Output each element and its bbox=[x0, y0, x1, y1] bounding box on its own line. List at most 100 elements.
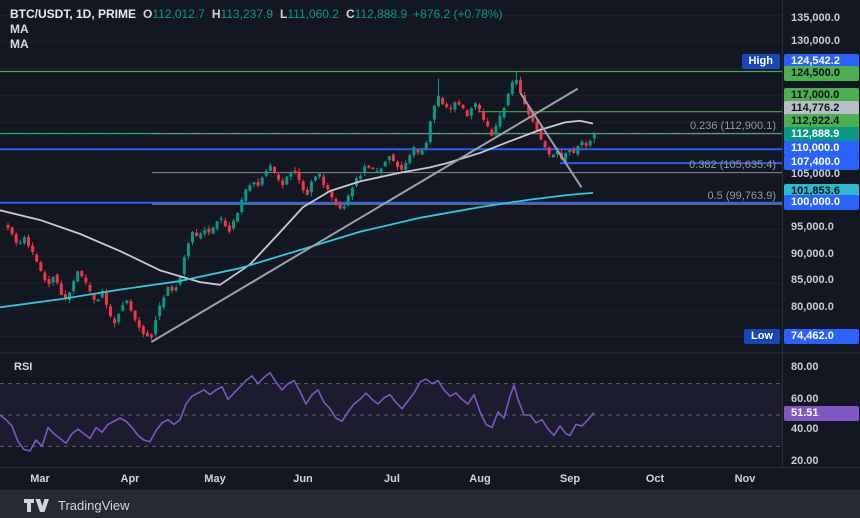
candle-body bbox=[31, 245, 35, 252]
candle-body bbox=[527, 106, 531, 115]
candle-body bbox=[80, 271, 84, 277]
candle-body bbox=[379, 168, 383, 173]
price-axis-label-51.51: 51.51 bbox=[784, 406, 859, 421]
candle-body bbox=[457, 101, 461, 105]
ma-indicator-label-2[interactable]: MA bbox=[10, 37, 29, 51]
candle-body bbox=[14, 234, 18, 243]
close-key: C bbox=[345, 7, 355, 21]
month-label-mar: Mar bbox=[30, 473, 50, 485]
candle-body bbox=[535, 121, 539, 130]
candle-body bbox=[400, 164, 404, 170]
candle-body bbox=[318, 173, 322, 177]
high-marker-tag: High bbox=[741, 54, 780, 69]
price-axis-label-20.00: 20.00 bbox=[791, 455, 819, 467]
candle-body bbox=[256, 182, 260, 186]
tradingview-logo-icon[interactable] bbox=[24, 498, 50, 512]
time-axis[interactable]: Mar Apr May Jun Jul Aug Sep Oct Nov bbox=[0, 467, 860, 491]
candle-body bbox=[113, 318, 117, 324]
month-label-oct: Oct bbox=[645, 473, 665, 485]
rsi-indicator-label[interactable]: RSI bbox=[14, 361, 33, 373]
rsi-band bbox=[0, 383, 782, 447]
candle-body bbox=[519, 80, 522, 94]
candle-body bbox=[207, 228, 211, 233]
candle-body bbox=[285, 176, 289, 185]
candle-body bbox=[145, 332, 149, 337]
candle-body bbox=[326, 185, 330, 190]
chart-legend[interactable]: BTC/USDT, 1D, PRIME O112,012.7 H113,237.9 L… bbox=[10, 7, 503, 52]
low-value: 111,060.2 bbox=[287, 7, 339, 21]
candle-body bbox=[203, 230, 207, 234]
price-axis-label-110000.0: 110,000.0 bbox=[784, 141, 859, 156]
candle-body bbox=[72, 281, 76, 292]
fib-label-0.236: 0.236 (112,900.1) bbox=[689, 119, 776, 132]
open-key: O bbox=[143, 7, 153, 21]
price-axis[interactable]: 135,000.0 130,000.0 124,542.2 124,500.0 117,… bbox=[782, 0, 860, 467]
ma-fast-line bbox=[0, 119, 594, 286]
candle-body bbox=[43, 272, 47, 281]
change-value: +876.2 (+0.78%) bbox=[413, 7, 503, 21]
candle-body bbox=[219, 218, 223, 220]
brand-text[interactable]: TradingView bbox=[58, 497, 130, 513]
candle-body bbox=[420, 150, 424, 155]
candle-body bbox=[227, 225, 231, 232]
candle-body bbox=[39, 262, 43, 271]
candle-body bbox=[10, 227, 14, 234]
candle-body bbox=[453, 102, 457, 110]
candle-body bbox=[18, 242, 22, 244]
candle-body bbox=[166, 286, 170, 296]
candle-body bbox=[314, 176, 317, 181]
candle-body bbox=[572, 149, 576, 153]
trendline-2 bbox=[520, 92, 582, 188]
candle-body bbox=[191, 232, 194, 243]
candle-body bbox=[359, 175, 363, 179]
candle-body bbox=[412, 147, 416, 156]
candle-body bbox=[346, 195, 350, 206]
price-axis-label-107400.0: 107,400.0 bbox=[784, 155, 859, 170]
candle-body bbox=[498, 115, 502, 127]
candle-body bbox=[576, 145, 580, 155]
candle-body bbox=[342, 206, 346, 209]
candle-body bbox=[223, 220, 227, 227]
ma-slow-line bbox=[0, 191, 594, 309]
low-key: L bbox=[280, 7, 288, 21]
candle-body bbox=[371, 167, 375, 169]
close-value: 112,888.9 bbox=[354, 7, 408, 21]
candle-body bbox=[473, 103, 477, 108]
candle-body bbox=[309, 181, 313, 193]
candle-body bbox=[244, 189, 248, 201]
candle-body bbox=[63, 294, 67, 299]
price-axis-label-112888.9: 112,888.9 bbox=[784, 127, 859, 142]
candle-body bbox=[396, 161, 399, 167]
ma-indicator-label-1[interactable]: MA bbox=[10, 22, 29, 36]
candle-body bbox=[109, 306, 112, 317]
candle-body bbox=[531, 112, 535, 122]
candle-body bbox=[293, 170, 297, 173]
candle-body bbox=[461, 105, 465, 109]
month-label-nov: Nov bbox=[734, 473, 756, 485]
candle-body bbox=[478, 104, 481, 110]
candle-body bbox=[502, 108, 506, 118]
price-axis-label-117000.0: 117,000.0 bbox=[784, 88, 859, 103]
candle-body bbox=[367, 165, 371, 168]
candle-body bbox=[588, 141, 592, 146]
candle-body bbox=[363, 166, 367, 173]
candle-body bbox=[100, 291, 104, 298]
candle-body bbox=[330, 191, 334, 198]
candle-body bbox=[133, 310, 137, 320]
candle-body bbox=[199, 233, 203, 239]
candle-body bbox=[268, 165, 272, 171]
candle-body bbox=[506, 93, 510, 106]
candle-body bbox=[584, 143, 588, 146]
price-axis-label-130000.0: 130,000.0 bbox=[791, 35, 840, 47]
chart-canvas[interactable] bbox=[0, 0, 860, 467]
candle-body bbox=[182, 257, 186, 274]
high-key: H bbox=[211, 7, 221, 21]
symbol-row: BTC/USDT, 1D, PRIME O112,012.7 H113,237.9 L… bbox=[10, 7, 503, 22]
candle-body bbox=[441, 98, 445, 105]
trendline-1 bbox=[151, 88, 578, 343]
candle-body bbox=[408, 155, 412, 163]
price-axis-label-100000.0: 100,000.0 bbox=[784, 195, 859, 210]
candle-body bbox=[59, 283, 63, 295]
candle-body bbox=[555, 150, 559, 155]
candle-body bbox=[121, 305, 125, 311]
